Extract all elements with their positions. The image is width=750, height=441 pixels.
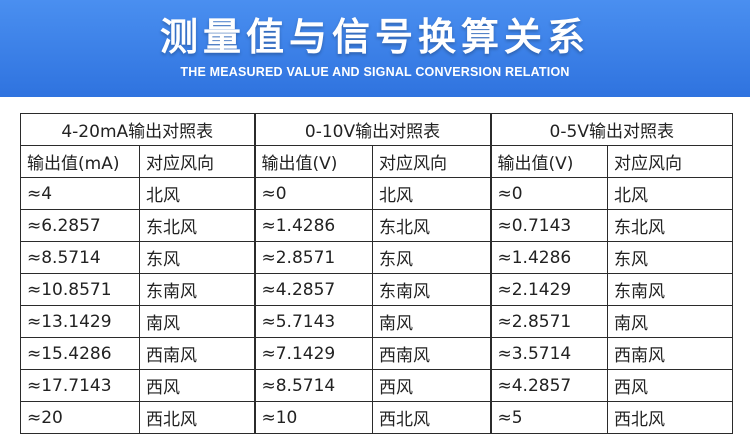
column-header-direction: 对应风向	[607, 145, 733, 178]
cell-output-value: ≈10.8571	[20, 273, 140, 306]
cell-output-value: ≈2.8571	[253, 241, 373, 274]
table-row: ≈17.7143 西风 ≈8.5714 西风 ≈4.2857 西风	[20, 369, 733, 402]
table-row: ≈4 北风 ≈0 北风 ≈0 北风	[20, 177, 733, 210]
column-header-direction: 对应风向	[372, 145, 491, 178]
column-header-row: 输出值(mA) 对应风向 输出值(V) 对应风向 输出值(V) 对应风向	[20, 145, 733, 178]
cell-output-value: ≈3.5714	[489, 337, 608, 370]
cell-wind-direction: 南风	[372, 305, 491, 338]
cell-output-value: ≈20	[20, 401, 140, 434]
page-title: 测量值与信号换算关系	[159, 15, 590, 59]
cell-output-value: ≈5.7143	[253, 305, 373, 338]
cell-wind-direction: 东北风	[607, 209, 733, 242]
cell-output-value: ≈1.4286	[253, 209, 373, 242]
column-header-value: 输出值(mA)	[20, 145, 140, 178]
cell-wind-direction: 北风	[372, 177, 491, 210]
group-title-ma: 4-20mA输出对照表	[20, 113, 255, 146]
group-title-5v: 0-5V输出对照表	[489, 113, 733, 146]
cell-wind-direction: 东北风	[372, 209, 491, 242]
conversion-table: 4-20mA输出对照表 0-10V输出对照表 0-5V输出对照表 输出值(mA)…	[20, 113, 733, 434]
cell-output-value: ≈0	[253, 177, 373, 210]
cell-output-value: ≈8.5714	[20, 241, 140, 274]
cell-wind-direction: 西风	[139, 369, 255, 402]
table-row: ≈20 西北风 ≈10 西北风 ≈5 西北风	[20, 401, 733, 434]
table-row: ≈10.8571 东南风 ≈4.2857 东南风 ≈2.1429 东南风	[20, 273, 733, 306]
cell-output-value: ≈17.7143	[20, 369, 140, 402]
cell-output-value: ≈0	[489, 177, 608, 210]
cell-wind-direction: 东风	[372, 241, 491, 274]
cell-wind-direction: 西北风	[372, 401, 491, 434]
group-title-10v: 0-10V输出对照表	[253, 113, 491, 146]
cell-output-value: ≈2.8571	[489, 305, 608, 338]
cell-output-value: ≈6.2857	[20, 209, 140, 242]
cell-wind-direction: 西北风	[607, 401, 733, 434]
cell-output-value: ≈15.4286	[20, 337, 140, 370]
header-banner: 测量值与信号换算关系 THE MEASURED VALUE AND SIGNAL…	[0, 0, 750, 97]
cell-wind-direction: 西南风	[607, 337, 733, 370]
cell-wind-direction: 东南风	[372, 273, 491, 306]
cell-output-value: ≈2.1429	[489, 273, 608, 306]
cell-wind-direction: 西南风	[139, 337, 255, 370]
cell-wind-direction: 南风	[139, 305, 255, 338]
cell-output-value: ≈8.5714	[253, 369, 373, 402]
cell-wind-direction: 南风	[607, 305, 733, 338]
column-header-value: 输出值(V)	[489, 145, 608, 178]
cell-wind-direction: 东风	[139, 241, 255, 274]
cell-wind-direction: 东北风	[139, 209, 255, 242]
cell-output-value: ≈10	[253, 401, 373, 434]
column-header-value: 输出值(V)	[253, 145, 373, 178]
cell-output-value: ≈13.1429	[20, 305, 140, 338]
cell-wind-direction: 北风	[139, 177, 255, 210]
cell-wind-direction: 东南风	[139, 273, 255, 306]
cell-wind-direction: 西风	[607, 369, 733, 402]
cell-wind-direction: 西南风	[372, 337, 491, 370]
table-row: ≈8.5714 东风 ≈2.8571 东风 ≈1.4286 东风	[20, 241, 733, 274]
table-row: ≈6.2857 东北风 ≈1.4286 东北风 ≈0.7143 东北风	[20, 209, 733, 242]
cell-wind-direction: 东南风	[607, 273, 733, 306]
page-subtitle: THE MEASURED VALUE AND SIGNAL CONVERSION…	[180, 65, 570, 79]
table-row: ≈13.1429 南风 ≈5.7143 南风 ≈2.8571 南风	[20, 305, 733, 338]
cell-output-value: ≈4	[20, 177, 140, 210]
cell-output-value: ≈4.2857	[489, 369, 608, 402]
column-header-direction: 对应风向	[139, 145, 255, 178]
cell-output-value: ≈1.4286	[489, 241, 608, 274]
cell-wind-direction: 西风	[372, 369, 491, 402]
conversion-table-container: 4-20mA输出对照表 0-10V输出对照表 0-5V输出对照表 输出值(mA)…	[20, 113, 733, 434]
cell-output-value: ≈5	[489, 401, 608, 434]
table-row: ≈15.4286 西南风 ≈7.1429 西南风 ≈3.5714 西南风	[20, 337, 733, 370]
cell-output-value: ≈7.1429	[253, 337, 373, 370]
cell-output-value: ≈4.2857	[253, 273, 373, 306]
group-header-row: 4-20mA输出对照表 0-10V输出对照表 0-5V输出对照表	[20, 113, 733, 146]
cell-output-value: ≈0.7143	[489, 209, 608, 242]
cell-wind-direction: 西北风	[139, 401, 255, 434]
cell-wind-direction: 东风	[607, 241, 733, 274]
cell-wind-direction: 北风	[607, 177, 733, 210]
